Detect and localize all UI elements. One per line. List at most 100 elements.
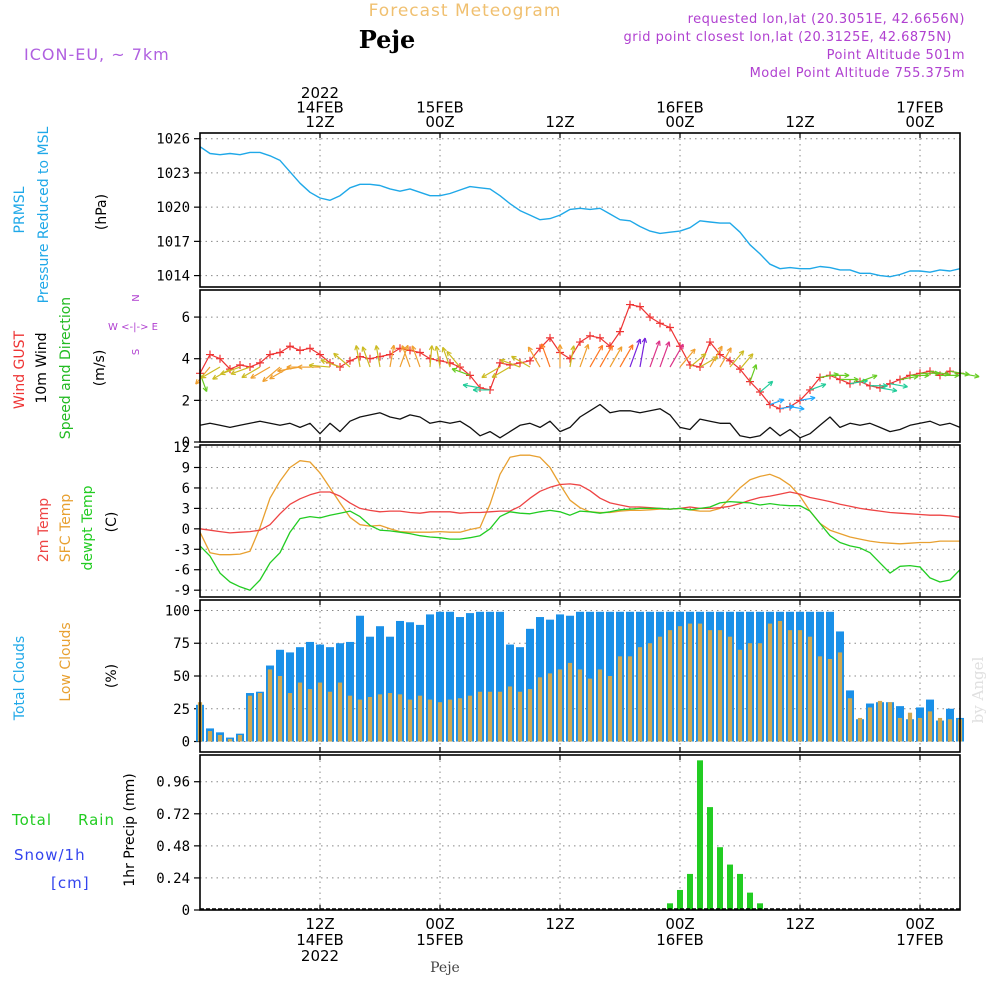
wind-arrow-head	[598, 344, 604, 351]
wind-arrow	[540, 343, 551, 368]
bottom-time-label: 16FEB	[656, 931, 703, 949]
wind-arrow-head	[499, 358, 506, 364]
low-cloud-bar	[647, 643, 653, 742]
wind-arrow	[959, 372, 980, 378]
total-cloud-bar	[466, 613, 474, 742]
wind-arrow	[411, 345, 421, 368]
gust-marker	[316, 350, 324, 359]
low-cloud-bar	[307, 689, 313, 742]
low-clouds-label: Low Clouds	[58, 622, 74, 701]
gust-marker	[246, 363, 254, 372]
wind-arrow	[639, 337, 646, 368]
rain-bar	[727, 864, 733, 910]
low-cloud-bar	[847, 698, 853, 742]
low-cloud-bar	[597, 669, 603, 742]
total-cloud-bar	[346, 641, 354, 742]
wind-arrow-head	[202, 386, 208, 392]
low-cloud-bar	[947, 719, 953, 742]
requested-coords: requested lon,lat (20.3051E, 42.6656N)	[688, 12, 965, 27]
low-cloud-bar	[527, 689, 533, 742]
wind-arrow-head	[655, 340, 661, 346]
gust-marker	[466, 371, 474, 380]
wind-arrow-head	[411, 345, 417, 351]
wind-arrow	[769, 398, 784, 406]
compass-s: S	[131, 349, 142, 355]
gust-marker	[346, 356, 354, 365]
total-cloud-bar	[406, 622, 414, 742]
wind-arrow-head	[767, 380, 774, 387]
gust-marker	[596, 333, 604, 342]
top-time-label: 00Z	[665, 113, 694, 131]
wind-arrow	[511, 355, 531, 368]
wind-arrow	[199, 373, 208, 392]
bottom-time-label: 12Z	[785, 915, 814, 933]
gust-marker	[216, 354, 224, 363]
wind-arrow-head	[628, 344, 634, 350]
gust-marker	[406, 346, 414, 355]
total-cloud-bar	[476, 611, 484, 742]
gust-marker	[206, 350, 214, 359]
low-cloud-bar	[737, 649, 743, 742]
plots-layer: 101410171020102310260246-9-6-30369120255…	[156, 84, 980, 965]
gust-marker	[306, 344, 314, 353]
low-cloud-bar	[867, 707, 873, 742]
gust-marker	[706, 338, 714, 347]
wind-arrow	[669, 343, 684, 368]
temp-ytick-label: -3	[173, 542, 190, 558]
top-time-label: 17FEB	[896, 99, 943, 117]
low-cloud-bar	[667, 630, 673, 742]
clouds-frame	[199, 599, 961, 753]
location-title: Peje	[359, 25, 416, 54]
wind-ytick-label: 2	[182, 393, 190, 409]
wind-arrow	[689, 353, 707, 368]
wind-arrow-head	[636, 338, 642, 345]
wind-arrow	[859, 374, 878, 383]
bottom-time-label: 12Z	[305, 915, 334, 933]
low-cloud-bar	[497, 691, 503, 742]
wind-arrow-head	[872, 374, 878, 380]
wind-arrow	[849, 380, 868, 385]
gust-marker	[586, 331, 594, 340]
wind-arrow-head	[748, 353, 754, 359]
wind-labels: Wind GUST 10m Wind Speed and Direction (…	[12, 294, 158, 439]
sfc-temp-label: SFC Temp	[58, 494, 74, 563]
temp-ytick-label: -6	[173, 563, 190, 579]
pressure-ytick-label: 1014	[156, 269, 190, 285]
low-cloud-bar	[517, 691, 523, 742]
clouds-ytick-label: 0	[182, 735, 190, 751]
total-cloud-bar	[416, 624, 424, 742]
wind-arrow-head	[570, 345, 576, 351]
temp-unit-label: (C)	[104, 512, 120, 533]
gust-marker	[266, 350, 274, 359]
rain-bar	[737, 873, 743, 910]
wind-arrow-head	[690, 348, 696, 355]
sfc-temp-line	[199, 454, 960, 556]
wind-arrow	[277, 366, 301, 372]
wind-arrow-head	[778, 398, 785, 404]
gust-line	[199, 304, 961, 410]
temp-ytick-label: 6	[182, 481, 190, 497]
gust-marker	[616, 327, 624, 336]
bottom-time-label: 2022	[301, 947, 339, 965]
model-altitude: Model Point Altitude 755.375m	[750, 66, 965, 81]
gust-marker	[576, 338, 584, 347]
wind-arrow-head	[607, 345, 613, 351]
bottom-time-label: 15FEB	[416, 931, 463, 949]
wind-arrow	[679, 348, 696, 368]
cloud-unit-label: (%)	[104, 664, 120, 688]
wind-arrow-head	[726, 347, 732, 353]
wind-arrow	[659, 341, 670, 368]
wind-arrow-head	[665, 341, 671, 347]
total-cloud-bar	[436, 611, 444, 742]
low-cloud-bar	[757, 643, 763, 742]
top-time-label: 12Z	[545, 113, 574, 131]
wind-arrow-head	[297, 364, 303, 370]
total-cloud-bar	[586, 611, 594, 742]
wind-speed-line	[199, 403, 961, 439]
bottom-time-label: 17FEB	[896, 931, 943, 949]
wind-arrow	[333, 352, 351, 368]
wind-arrow	[220, 366, 241, 375]
wind-arrow-head	[277, 367, 283, 373]
rain-bar	[667, 903, 673, 910]
bottom-time-label: 00Z	[665, 915, 694, 933]
